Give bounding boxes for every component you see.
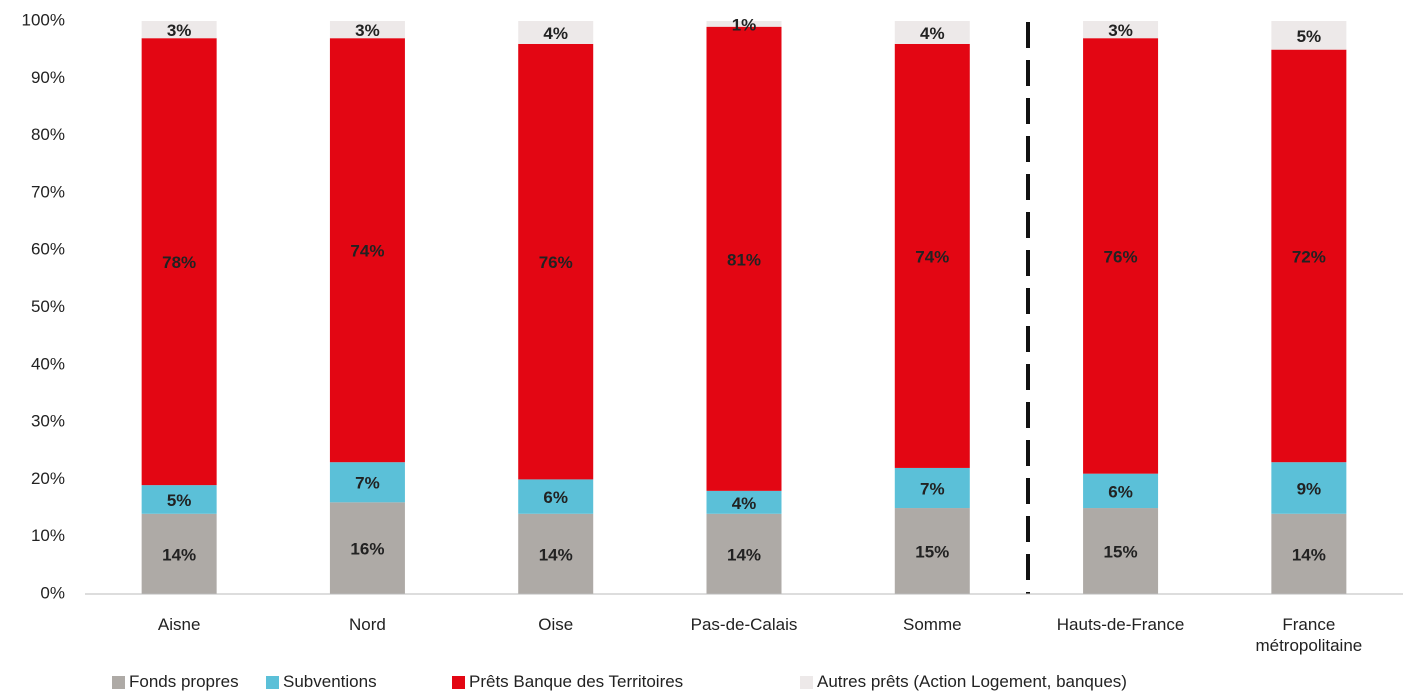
bar-segment: [894, 43, 970, 468]
x-tick-label: Aisne: [157, 615, 201, 634]
data-label: 76%: [539, 253, 573, 272]
data-label: 14%: [539, 545, 573, 564]
bar-segment: [1083, 21, 1159, 39]
x-tick-label: Oise: [538, 615, 574, 634]
legend-item: Fonds propres: [112, 672, 239, 692]
y-tick-label: 60%: [31, 240, 65, 259]
legend-swatch: [452, 675, 465, 689]
bar-segment: [141, 38, 217, 486]
data-label: 6%: [543, 488, 568, 507]
data-label: 15%: [1104, 543, 1138, 562]
y-tick-label: 40%: [31, 354, 65, 373]
bar-segment: [894, 467, 970, 509]
bar-segment: [518, 513, 594, 594]
y-tick-label: 50%: [31, 297, 65, 316]
data-label: 1%: [732, 15, 757, 34]
legend-item: Autres prêts (Action Logement, banques): [800, 672, 1127, 692]
bar-segment: [329, 502, 405, 594]
bar-segment: [329, 21, 405, 39]
bar-segment: [706, 26, 782, 491]
data-label: 81%: [727, 250, 761, 269]
x-tick-label: Somme: [902, 615, 962, 634]
x-tick-label: Pas-de-Calais: [690, 615, 798, 634]
bar-segment: [141, 485, 217, 514]
y-tick-label: 0%: [40, 583, 65, 602]
x-tick-label: Hauts-de-France: [1056, 615, 1185, 634]
data-label: 72%: [1292, 247, 1326, 266]
bar-segment: [1271, 49, 1347, 463]
data-label: 78%: [162, 253, 196, 272]
bar-segment: [1271, 513, 1347, 594]
x-tick-label: France métropolitaine: [1255, 615, 1363, 655]
y-tick-label: 100%: [22, 10, 65, 29]
data-label: 76%: [1104, 247, 1138, 266]
bar-segment: [518, 43, 594, 480]
y-tick-label: 30%: [31, 412, 65, 431]
bar-segment: [1083, 473, 1159, 509]
bar-segment: [518, 479, 594, 514]
bar-segment: [706, 21, 782, 27]
data-label: 74%: [915, 247, 949, 266]
data-label: 5%: [167, 491, 192, 510]
legend-item: Prêts Banque des Territoires: [452, 672, 683, 692]
data-label: 4%: [543, 24, 568, 43]
x-tick-label: Nord: [348, 615, 386, 634]
data-label: 14%: [1292, 545, 1326, 564]
bar-segment: [329, 462, 405, 503]
legend-swatch: [266, 675, 279, 689]
legend-label: Fonds propres: [129, 672, 239, 691]
data-label: 14%: [162, 545, 196, 564]
data-label: 5%: [1297, 27, 1322, 46]
bar-segment: [518, 21, 594, 44]
legend-swatch: [112, 675, 125, 689]
legend-swatch: [800, 675, 813, 689]
data-label: 6%: [1108, 482, 1133, 501]
data-label: 14%: [727, 545, 761, 564]
y-tick-label: 10%: [31, 526, 65, 545]
data-label: 9%: [1297, 479, 1322, 498]
legend-label: Prêts Banque des Territoires: [469, 672, 684, 691]
y-tick-label: 70%: [31, 182, 65, 201]
bar-segment: [706, 490, 782, 514]
legend-item: Subventions: [266, 672, 377, 692]
data-label: 7%: [920, 479, 945, 498]
data-label: 74%: [350, 242, 384, 261]
bar-segment: [141, 21, 217, 39]
bar-segment: [1083, 38, 1159, 474]
data-label: 3%: [1108, 21, 1133, 40]
legend-label: Subventions: [283, 672, 377, 691]
y-tick-label: 20%: [31, 469, 65, 488]
bar-segment: [329, 38, 405, 463]
data-label: 3%: [167, 21, 192, 40]
y-tick-label: 90%: [31, 68, 65, 87]
bar-segment: [141, 513, 217, 594]
data-label: 4%: [732, 494, 757, 513]
bar-segment: [1083, 508, 1159, 594]
bar-segment: [894, 21, 970, 44]
y-tick-label: 80%: [31, 125, 65, 144]
data-label: 4%: [920, 24, 945, 43]
bar-segment: [1271, 462, 1347, 514]
data-label: 16%: [350, 540, 384, 559]
bar-segment: [706, 513, 782, 594]
bar-segment: [894, 508, 970, 594]
bar-segment: [1271, 21, 1347, 50]
data-label: 7%: [355, 474, 380, 493]
legend-label: Autres prêts (Action Logement, banques): [817, 672, 1127, 691]
data-label: 3%: [355, 21, 380, 40]
data-label: 15%: [915, 543, 949, 562]
